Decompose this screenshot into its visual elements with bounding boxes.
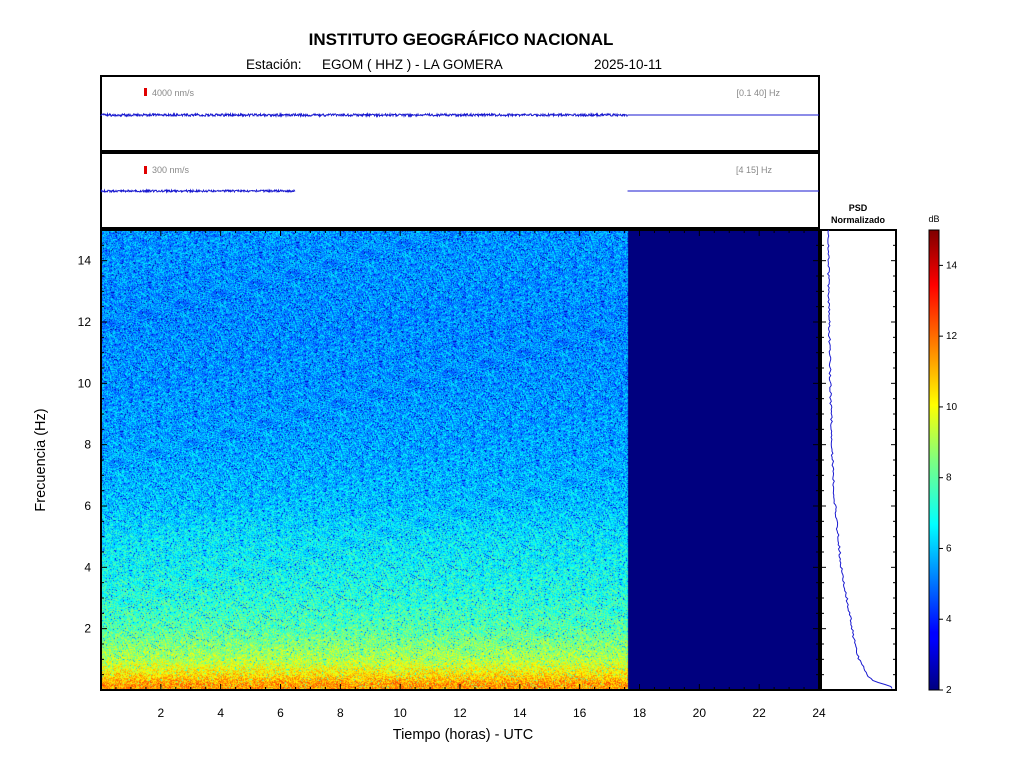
y-tick-label: 14 (78, 254, 92, 268)
colorbar-ticks: 2 4 6 8 10 12 14 (939, 260, 958, 696)
trace-band-1: [0.1 40] Hz (736, 88, 780, 98)
x-tick-label: 2 (157, 706, 164, 720)
x-tick-label: 4 (217, 706, 224, 720)
x-tick-label: 10 (393, 706, 407, 720)
y-tick-label: 4 (84, 560, 91, 574)
y-axis-ticks: 2 4 6 8 10 12 14 (78, 229, 819, 691)
y-tick-label: 8 (84, 438, 91, 452)
colorbar: dB 2 4 6 8 10 12 14 (928, 214, 957, 696)
figure-title: INSTITUTO GEOGRÁFICO NACIONAL (309, 30, 614, 49)
x-tick-label: 14 (513, 706, 527, 720)
colorbar-tick-label: 14 (946, 260, 958, 271)
y-tick-label: 12 (78, 315, 92, 329)
psd-title-line-1: PSD (849, 203, 868, 213)
x-tick-label: 12 (453, 706, 467, 720)
x-tick-label: 20 (693, 706, 707, 720)
colorbar-tick-label: 8 (946, 473, 952, 484)
trace-scale-2: 300 nm/s (152, 165, 190, 175)
x-tick-label: 16 (573, 706, 587, 720)
colorbar-tick-label: 2 (946, 685, 952, 696)
trace-band-2: [4 15] Hz (736, 165, 773, 175)
colorbar-tick-label: 4 (946, 614, 952, 625)
colorbar-tick-label: 10 (946, 402, 958, 413)
scale-marker-2 (144, 166, 147, 174)
trace-panel-2: 300 nm/s [4 15] Hz (100, 152, 820, 229)
colorbar-tick-label: 6 (946, 543, 952, 554)
trace-signal (100, 188, 296, 194)
station-name: EGOM ( HHZ ) - LA GOMERA (322, 57, 503, 72)
psd-title-line-2: Normalizado (831, 215, 886, 225)
x-tick-label: 24 (812, 706, 826, 720)
y-tick-label: 10 (78, 376, 92, 390)
colorbar-label: dB (928, 214, 939, 224)
x-axis-ticks: 2 4 6 8 10 12 14 16 18 20 22 24 (100, 230, 826, 720)
psd-ticks (821, 229, 896, 691)
x-axis-label: Tiempo (horas) - UTC (393, 727, 533, 743)
station-label: Estación: (246, 57, 302, 72)
x-tick-label: 6 (277, 706, 284, 720)
x-tick-label: 8 (337, 706, 344, 720)
psd-panel: PSD Normalizado (820, 203, 897, 691)
x-tick-label: 22 (752, 706, 766, 720)
y-tick-label: 2 (84, 622, 91, 636)
colorbar-tick-label: 12 (946, 331, 958, 342)
psd-line (826, 229, 893, 689)
trace-scale-1: 4000 nm/s (152, 88, 195, 98)
y-axis-label: Frecuencia (Hz) (33, 408, 49, 511)
trace-signal (100, 111, 628, 119)
trace-panel-1: 4000 nm/s [0.1 40] Hz (100, 75, 820, 152)
x-tick-label: 18 (633, 706, 647, 720)
seismic-trace-2 (100, 188, 819, 194)
colorbar-gradient (928, 229, 940, 691)
spectrogram-image (101, 230, 819, 690)
y-tick-label: 6 (84, 499, 91, 513)
scale-marker-1 (144, 88, 147, 96)
date-label: 2025-10-11 (594, 57, 662, 72)
seismic-trace-1 (100, 111, 819, 119)
